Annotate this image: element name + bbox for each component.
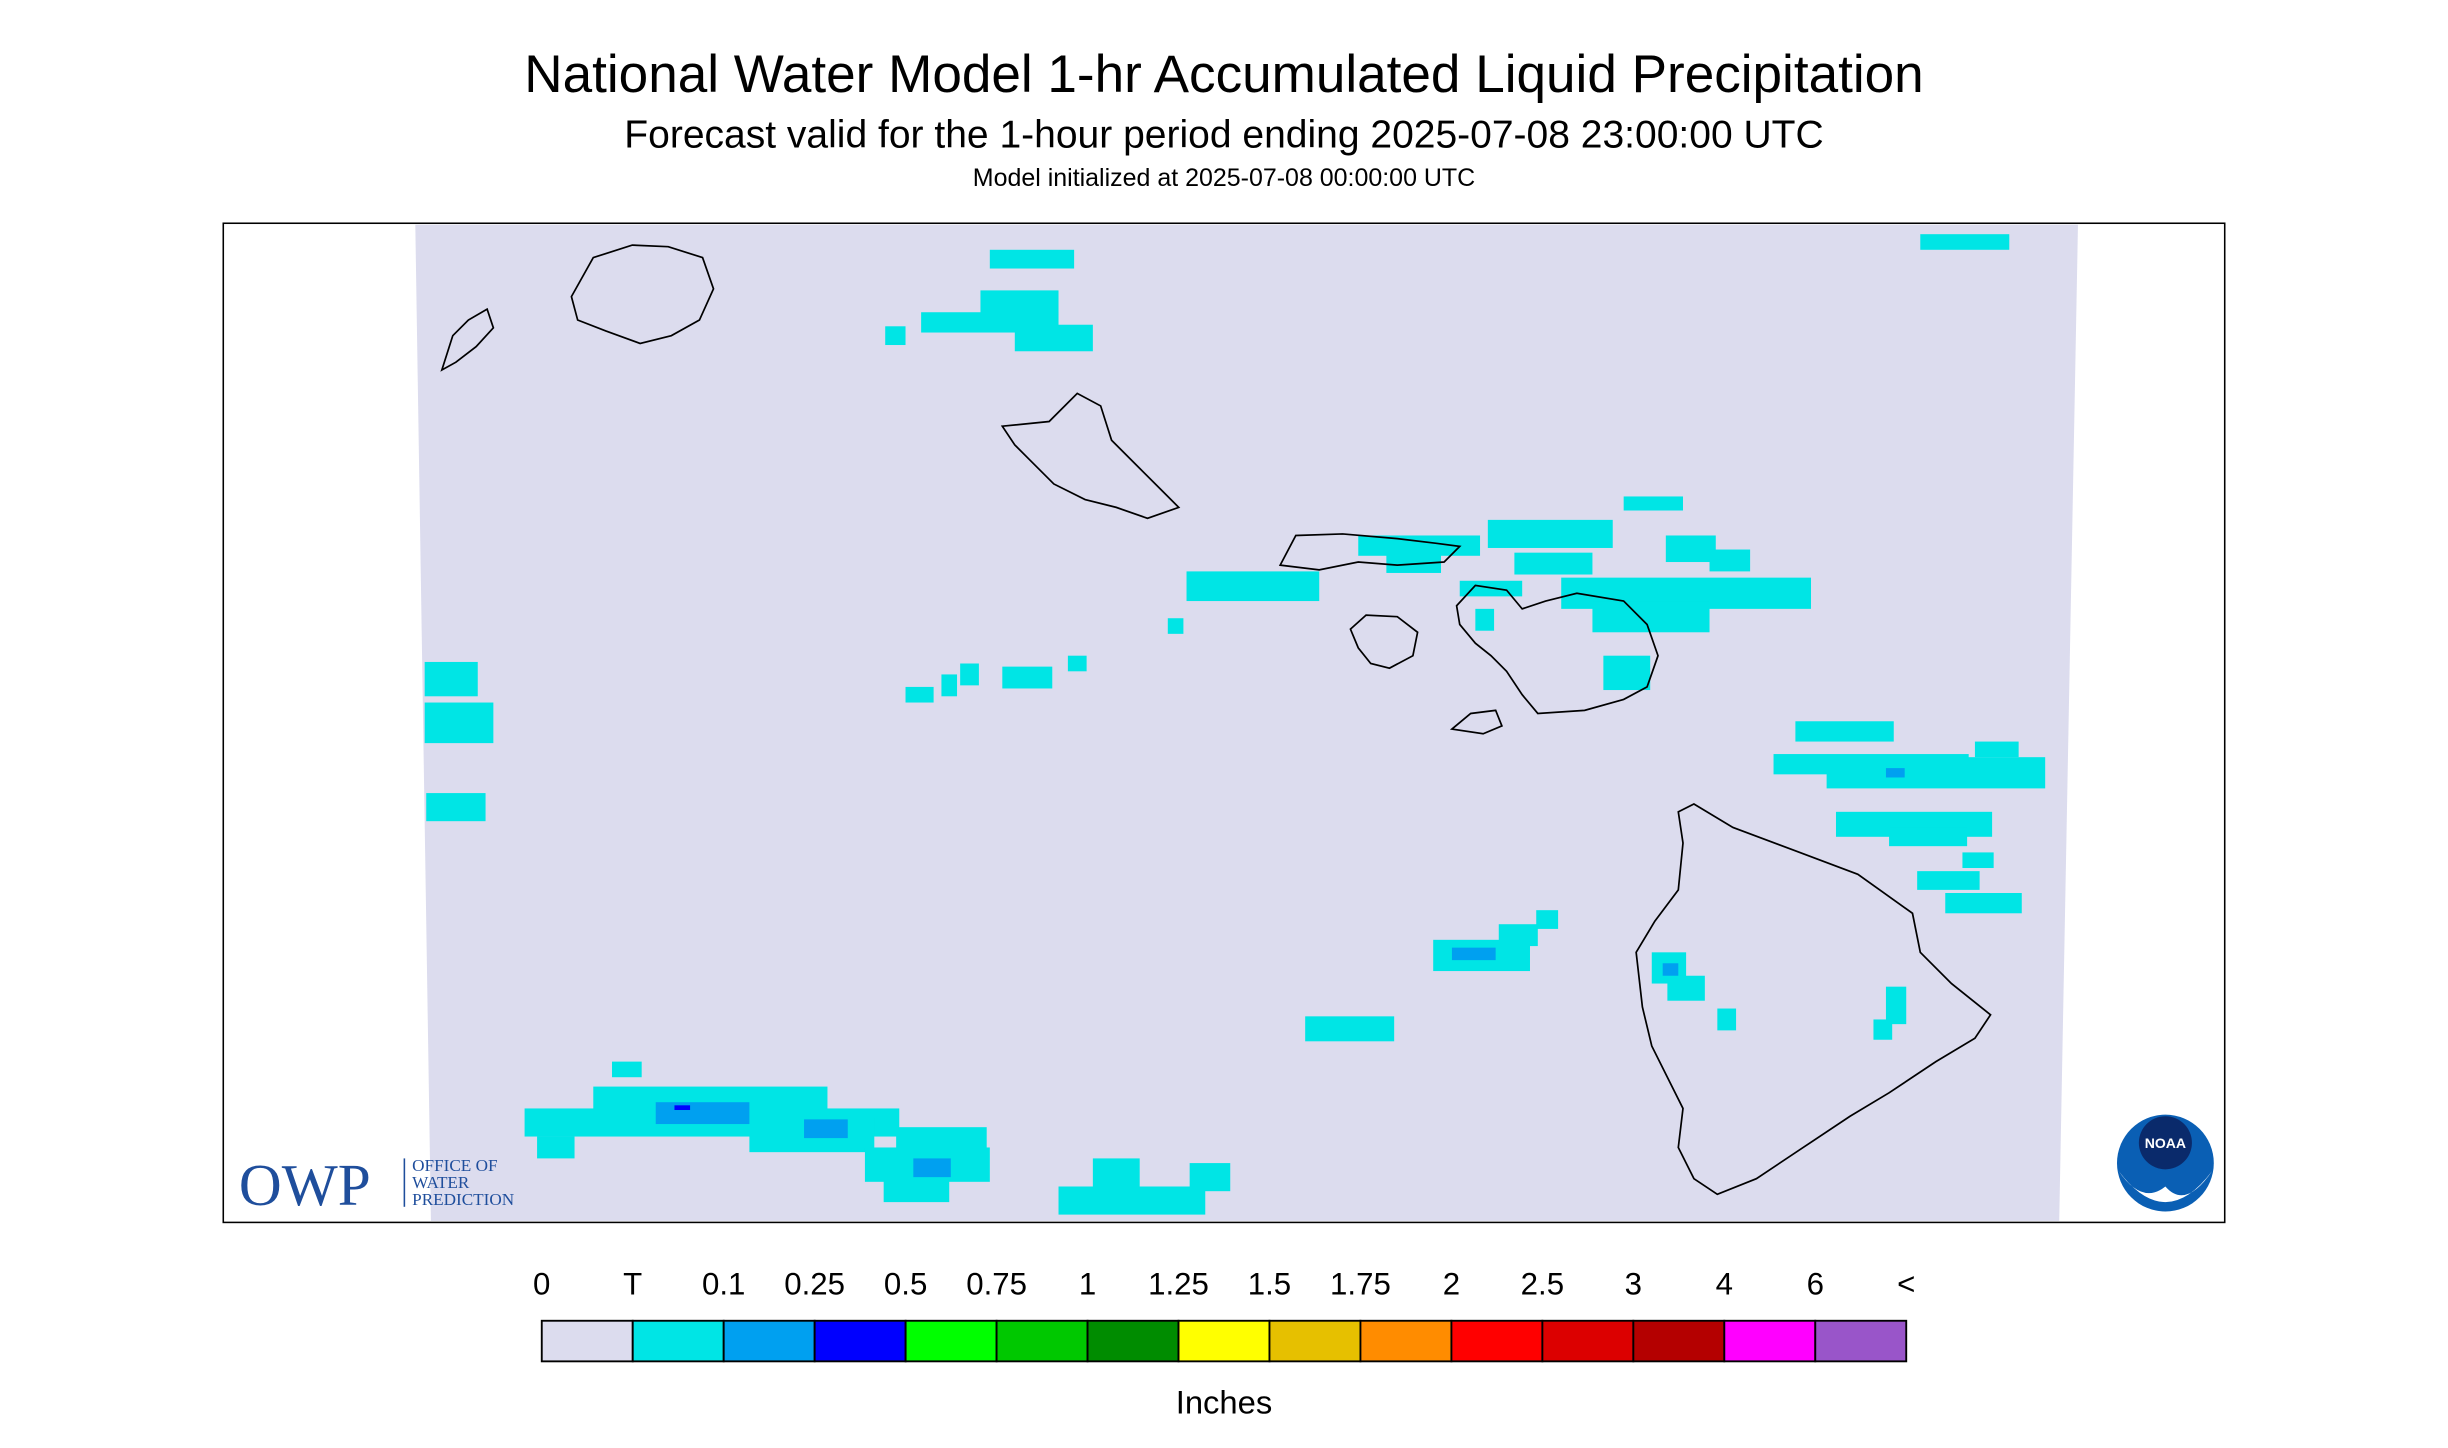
colorbar-label: 1.75 bbox=[1330, 1267, 1391, 1302]
colorbar-label: 2.5 bbox=[1521, 1267, 1564, 1302]
colorbar-label: 3 bbox=[1625, 1267, 1642, 1302]
colorbar-box bbox=[995, 1319, 1089, 1363]
colorbar-box bbox=[722, 1319, 816, 1363]
colorbar-label: 6 bbox=[1807, 1267, 1824, 1302]
colorbar-box bbox=[1541, 1319, 1635, 1363]
colorbar-label: T bbox=[623, 1267, 642, 1302]
colorbar-box bbox=[1632, 1319, 1726, 1363]
colorbar-label: 1.25 bbox=[1148, 1267, 1209, 1302]
colorbar-box bbox=[631, 1319, 725, 1363]
title: National Water Model 1-hr Accumulated Li… bbox=[524, 45, 1923, 104]
colorbar-box bbox=[1814, 1319, 1908, 1363]
colorbar-label: 1 bbox=[1079, 1267, 1096, 1302]
owp-mark: OWP bbox=[239, 1152, 371, 1218]
precip-cells bbox=[424, 234, 2046, 1215]
colorbar-box bbox=[904, 1319, 998, 1363]
colorbar-box bbox=[813, 1319, 907, 1363]
colorbar-box bbox=[1359, 1319, 1453, 1363]
owp-line: WATER bbox=[412, 1173, 470, 1192]
colorbar-label: 0 bbox=[533, 1267, 550, 1302]
colorbar-label: 0.5 bbox=[884, 1267, 927, 1302]
colorbar-unit: Inches bbox=[1176, 1384, 1273, 1421]
coastlines bbox=[440, 244, 1992, 1196]
init-time: Model initialized at 2025-07-08 00:00:00… bbox=[973, 164, 1475, 192]
colorbar-box bbox=[1177, 1319, 1271, 1363]
map: OWP OFFICE OF WATER PREDICTION NOAA bbox=[222, 222, 2226, 1224]
colorbar-box bbox=[1268, 1319, 1362, 1363]
colorbar-label: 0.25 bbox=[784, 1267, 845, 1302]
colorbar-label: < bbox=[1897, 1267, 1915, 1302]
colorbar-box bbox=[1086, 1319, 1180, 1363]
colorbar-box bbox=[540, 1319, 634, 1363]
colorbar-label: 4 bbox=[1716, 1267, 1733, 1302]
colorbar-box bbox=[1723, 1319, 1817, 1363]
subtitle: Forecast valid for the 1-hour period end… bbox=[624, 114, 1823, 157]
colorbar-label: 1.5 bbox=[1248, 1267, 1291, 1302]
colorbar: 0 T 0.1 0.25 0.5 0.75 1 1.25 1.5 1.75 2 2.5 3 4 6 < bbox=[533, 1267, 1915, 1363]
colorbar-label: 2 bbox=[1443, 1267, 1460, 1302]
owp-line: OFFICE OF bbox=[412, 1156, 497, 1175]
colorbar-label: 0.1 bbox=[702, 1267, 745, 1302]
colorbar-label: 0.75 bbox=[966, 1267, 1027, 1302]
owp-logo: OWP OFFICE OF WATER PREDICTION bbox=[239, 1152, 514, 1218]
owp-line: PREDICTION bbox=[412, 1190, 514, 1209]
colorbar-box bbox=[1450, 1319, 1544, 1363]
noaa-logo: NOAA bbox=[2116, 1114, 2214, 1212]
noaa-text: NOAA bbox=[2145, 1135, 2186, 1151]
